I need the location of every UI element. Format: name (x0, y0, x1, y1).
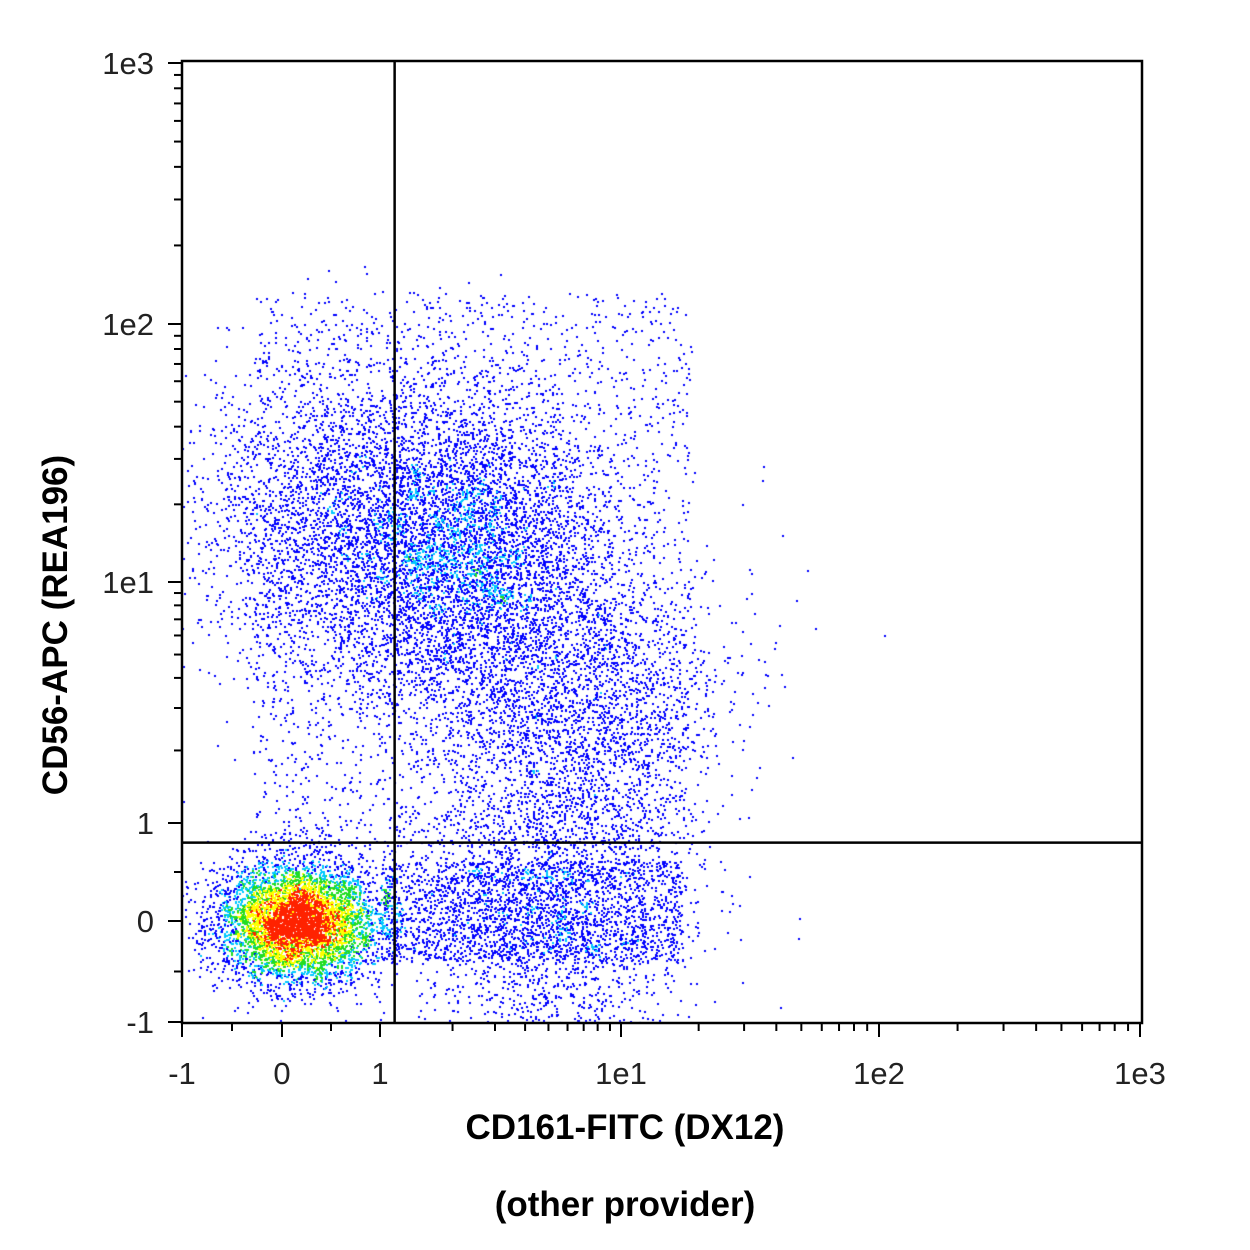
y-axis-title: CD56-APC (REA196) (36, 454, 75, 796)
y-tick-label: 0 (137, 904, 154, 939)
x-axis-title: CD161-FITC (DX12) (465, 1108, 785, 1147)
y-axis-tick-labels: 1e3 1e2 1e1 1 0 -1 (102, 46, 154, 1040)
x-axis-subtitle: (other provider) (494, 1185, 756, 1224)
y-tick-label: 1e2 (102, 307, 154, 342)
y-tick-label: 1e3 (102, 46, 154, 81)
y-axis-ticks (168, 62, 182, 1023)
y-tick-label: -1 (126, 1005, 154, 1040)
x-tick-label: -1 (168, 1056, 196, 1091)
x-tick-label: 1e1 (595, 1056, 647, 1091)
x-tick-label: 0 (273, 1056, 290, 1091)
x-axis-tick-labels: -1 0 1 1e1 1e2 1e3 (168, 1056, 1166, 1091)
x-tick-label: 1e2 (853, 1056, 905, 1091)
y-tick-label: 1e1 (102, 565, 154, 600)
x-axis-ticks (181, 1023, 1141, 1037)
density-dot-layer (182, 61, 1142, 1023)
plot-frame (180, 59, 1144, 1025)
y-tick-label: 1 (137, 806, 154, 841)
x-tick-label: 1 (371, 1056, 388, 1091)
x-tick-label: 1e3 (1114, 1056, 1166, 1091)
